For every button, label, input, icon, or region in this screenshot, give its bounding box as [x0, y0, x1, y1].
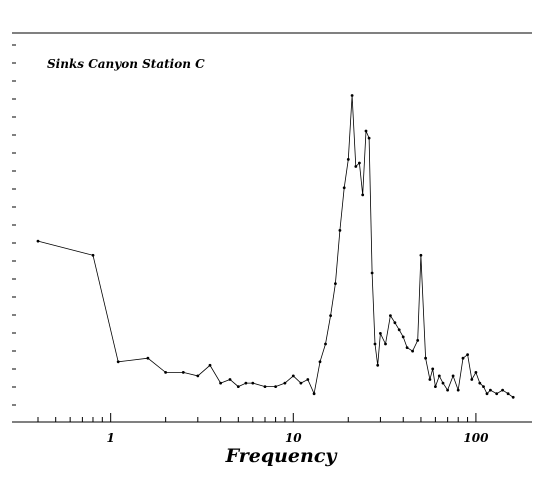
data-point: [478, 381, 482, 385]
data-point: [312, 392, 316, 396]
data-point: [208, 363, 212, 367]
data-point: [482, 385, 485, 388]
data-point: [244, 381, 248, 385]
data-point: [511, 395, 515, 399]
data-point: [489, 388, 492, 392]
data-point: [428, 378, 432, 381]
data-point: [181, 371, 185, 374]
data-point: [416, 339, 420, 342]
data-point: [324, 342, 327, 346]
data-point: [367, 136, 371, 140]
data-point: [196, 374, 200, 378]
data-point: [318, 360, 322, 364]
data-point: [116, 360, 120, 364]
data-point: [358, 161, 361, 165]
series-line: [37, 95, 514, 398]
data-point: [456, 388, 460, 392]
data-point: [91, 253, 95, 257]
data-point: [219, 381, 223, 385]
data-point: [495, 392, 499, 396]
data-point: [384, 342, 387, 346]
data-point: [329, 314, 332, 317]
data-point: [364, 129, 368, 133]
data-point: [393, 321, 397, 325]
data-point: [36, 239, 40, 243]
data-point: [164, 371, 168, 374]
data-point: [446, 388, 449, 392]
y-axis-ticks: [12, 44, 16, 406]
data-point: [419, 253, 423, 257]
x-tick-label: 1: [106, 431, 114, 445]
data-point: [370, 271, 374, 275]
data-point: [338, 229, 342, 232]
data-point: [342, 186, 346, 190]
data-point: [485, 392, 489, 396]
data-point: [306, 378, 310, 381]
data-point: [350, 94, 354, 97]
data-point: [361, 193, 365, 197]
x-tick-label: 100: [463, 431, 489, 445]
data-point: [437, 374, 441, 378]
data-point: [401, 335, 405, 339]
data-point: [397, 328, 401, 332]
data-point: [274, 385, 277, 388]
data-point: [373, 342, 377, 346]
x-axis-tick-labels: 1 10 100: [106, 431, 489, 445]
data-point: [228, 378, 232, 381]
data-point: [299, 381, 303, 385]
data-point: [466, 353, 469, 356]
data-point: [251, 381, 255, 385]
data-point: [434, 385, 437, 388]
data-point: [376, 363, 380, 367]
data-point: [354, 165, 358, 168]
data-point: [451, 374, 455, 378]
x-axis-label: Frequency: [225, 445, 339, 467]
data-point: [474, 371, 478, 374]
chart-annotation: Sinks Canyon Station C: [47, 57, 205, 71]
data-point: [411, 349, 414, 353]
data-point: [441, 381, 445, 385]
data-point: [424, 356, 427, 360]
data-point: [470, 378, 474, 381]
data-point: [501, 388, 504, 392]
x-tick-label: 10: [285, 431, 302, 445]
data-point: [389, 314, 392, 317]
data-point: [334, 282, 337, 285]
data-point: [379, 332, 382, 335]
data-point: [431, 367, 435, 371]
data-point: [263, 385, 267, 388]
data-point: [291, 374, 295, 378]
data-point: [506, 392, 510, 396]
series-points: [36, 94, 515, 399]
data-point: [146, 356, 150, 360]
data-point: [236, 385, 240, 388]
x-axis-ticks: [37, 413, 477, 422]
data-point: [405, 346, 409, 349]
data-point: [461, 356, 465, 360]
data-point: [283, 381, 287, 385]
data-point: [346, 158, 350, 161]
